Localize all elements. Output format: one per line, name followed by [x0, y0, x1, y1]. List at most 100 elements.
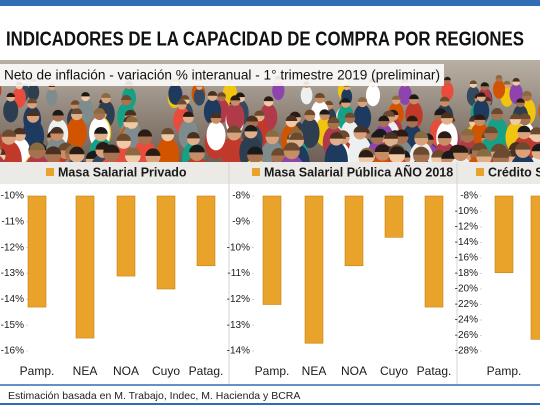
photo-figure [365, 84, 381, 107]
photo-hair [125, 116, 138, 123]
photo-hair [70, 100, 80, 105]
photo-hair [0, 144, 2, 150]
panel-title: Masa Salarial Privado [58, 165, 187, 179]
photo-figure [168, 83, 182, 105]
photo-figure [441, 81, 454, 101]
y-tick-label: -22% [455, 299, 478, 310]
photo-hair [517, 125, 531, 133]
bar [75, 195, 95, 339]
photo-hair [531, 143, 540, 152]
photo-figure [156, 137, 180, 162]
y-tick-label: -16% [1, 346, 24, 357]
photo-hair [27, 98, 38, 104]
y-tick-label: -12% [455, 222, 478, 233]
top-band [0, 0, 540, 6]
x-tick-label: Pamp. [487, 364, 522, 378]
photo-hair [476, 92, 486, 97]
photo-hair [480, 82, 489, 87]
y-tick-label: -20% [455, 284, 478, 295]
photo-hair [471, 142, 488, 151]
photo-hair [391, 95, 401, 100]
photo-hair [516, 98, 525, 103]
photo-hair [94, 126, 108, 134]
photo-figure [46, 88, 58, 106]
bar [116, 195, 136, 277]
y-tick-label: -8% [460, 191, 478, 202]
photo-figure [206, 120, 226, 151]
photo-hair [230, 95, 241, 101]
x-tick-label: NEA [73, 364, 98, 378]
photo-hair [383, 131, 398, 139]
photo-hair [382, 110, 395, 117]
page-subtitle: Neto de inflación - variación % interanu… [4, 67, 440, 83]
photo-hair [247, 146, 264, 155]
photo-hair [327, 117, 340, 124]
legend-swatch [476, 168, 484, 176]
photo-hair [93, 107, 106, 114]
bar [156, 195, 176, 290]
x-tick-label: Cuyo [380, 364, 408, 378]
photo-hair [226, 125, 242, 133]
photo-hair [512, 77, 520, 82]
photo-hair [271, 148, 287, 156]
photo-hair [357, 97, 368, 102]
photo-hair [29, 142, 46, 151]
y-tick-label: -11% [1, 216, 24, 227]
y-tick-label: -11% [227, 268, 250, 279]
bar [196, 195, 216, 267]
photo-hair [319, 109, 330, 115]
photo-hair [101, 92, 111, 98]
photo-figure [3, 99, 19, 123]
photo-hair [437, 131, 452, 139]
panel-title-strip [0, 162, 540, 184]
photo-hair [378, 115, 390, 122]
photo-figure [193, 88, 206, 106]
y-tick-label: -16% [455, 253, 478, 264]
photo-hair [161, 127, 175, 135]
photo-hair [440, 112, 453, 119]
photo-figure [398, 84, 412, 106]
photo-hair [50, 126, 64, 134]
photo-hair [81, 91, 90, 97]
x-tick-label: Patag. [189, 364, 224, 378]
photo-hair [6, 92, 15, 97]
photo-hair [177, 99, 187, 105]
photo-hair [13, 127, 26, 135]
panel-title: Crédito Sa [488, 165, 540, 179]
photo-hair [492, 149, 509, 158]
legend-swatch [252, 168, 260, 176]
x-tick-label: NEA [302, 364, 327, 378]
bar [262, 195, 282, 305]
photo-hair [189, 144, 205, 153]
photo-hair [491, 108, 503, 114]
photo-hair [254, 110, 265, 116]
photo-figure [324, 141, 348, 162]
photo-hair [210, 112, 222, 119]
photo-hair [503, 80, 511, 85]
photo-hair [469, 80, 477, 84]
photo-hair [394, 129, 409, 137]
photo-hair [344, 112, 356, 118]
x-tick-label: Pamp. [255, 364, 290, 378]
photo-hair [289, 132, 304, 140]
y-tick-label: -10% [455, 206, 478, 217]
photo-hair [413, 146, 430, 155]
y-tick-label: -10% [1, 191, 24, 202]
bar [304, 195, 324, 344]
photo-figure [0, 84, 2, 97]
photo-hair [329, 132, 343, 139]
y-tick-label: -15% [1, 320, 24, 331]
photo-hair [137, 129, 152, 137]
photo-hair [522, 90, 532, 96]
photo-hair [409, 94, 419, 100]
photo-hair [529, 127, 540, 135]
photo-hair [509, 113, 521, 120]
photo-hair [246, 115, 258, 122]
photo-hair [1, 129, 17, 137]
photo-figure [300, 117, 320, 149]
photo-figure [0, 156, 5, 162]
x-tick-label: NOA [113, 364, 139, 378]
page-title: INDICADORES DE LA CAPACIDAD DE COMPRA PO… [6, 28, 524, 50]
photo-figure [492, 79, 506, 99]
y-tick-label: -26% [455, 330, 478, 341]
